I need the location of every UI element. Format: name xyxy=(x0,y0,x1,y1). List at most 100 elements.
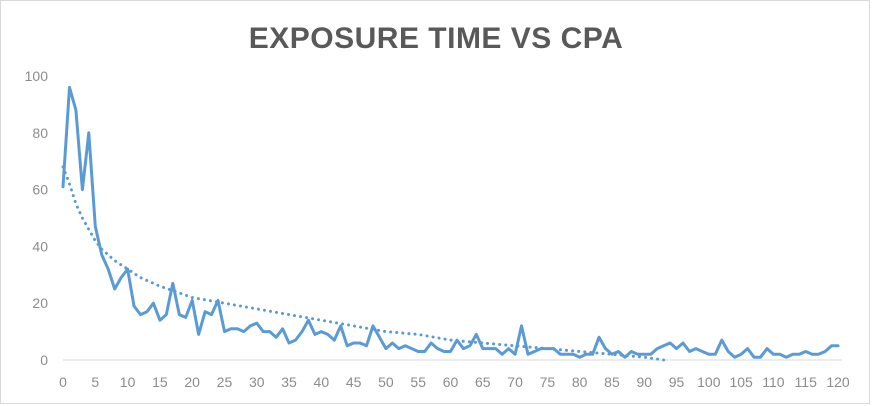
data-point xyxy=(585,353,587,355)
data-point xyxy=(805,350,807,352)
y-tick-label-20: 20 xyxy=(32,295,48,311)
data-point xyxy=(288,342,290,344)
data-point xyxy=(159,319,161,321)
data-point xyxy=(533,350,535,352)
data-point xyxy=(734,356,736,358)
data-point xyxy=(385,347,387,349)
data-point xyxy=(256,322,258,324)
data-point xyxy=(133,305,135,307)
x-tick-label-95: 95 xyxy=(669,374,685,390)
data-point xyxy=(417,350,419,352)
data-point xyxy=(236,328,238,330)
data-point xyxy=(88,132,90,134)
x-tick-label-120: 120 xyxy=(826,374,850,390)
data-point xyxy=(62,186,64,188)
data-point xyxy=(837,345,839,347)
data-point xyxy=(695,347,697,349)
trendline xyxy=(61,165,666,362)
data-point xyxy=(662,345,664,347)
data-point xyxy=(792,353,794,355)
data-point xyxy=(604,347,606,349)
data-point xyxy=(714,353,716,355)
data-point xyxy=(307,319,309,321)
x-tick-label-10: 10 xyxy=(120,374,136,390)
data-point xyxy=(559,353,561,355)
data-point xyxy=(495,347,497,349)
data-point xyxy=(514,353,516,355)
data-point xyxy=(598,336,600,338)
data-point xyxy=(798,353,800,355)
data-point xyxy=(436,347,438,349)
x-tick-label-35: 35 xyxy=(281,374,297,390)
data-point xyxy=(197,333,199,335)
data-point xyxy=(320,330,322,332)
data-point xyxy=(152,302,154,304)
data-point xyxy=(365,345,367,347)
data-point xyxy=(746,347,748,349)
y-tick-label-0: 0 xyxy=(40,352,48,368)
data-point xyxy=(411,347,413,349)
data-point xyxy=(721,339,723,341)
data-point xyxy=(81,188,83,190)
data-point xyxy=(398,347,400,349)
data-point xyxy=(688,350,690,352)
data-point xyxy=(172,282,174,284)
data-point xyxy=(824,350,826,352)
data-point xyxy=(443,350,445,352)
data-point xyxy=(449,350,451,352)
x-tick-label-45: 45 xyxy=(346,374,362,390)
data-point xyxy=(766,347,768,349)
x-tick-label-15: 15 xyxy=(152,374,168,390)
data-point xyxy=(223,330,225,332)
data-point xyxy=(553,347,555,349)
data-point xyxy=(126,268,128,270)
data-point xyxy=(114,288,116,290)
data-point xyxy=(404,345,406,347)
data-point xyxy=(462,347,464,349)
series-line-0 xyxy=(61,85,840,359)
data-point xyxy=(785,356,787,358)
data-point xyxy=(301,330,303,332)
data-point xyxy=(669,342,671,344)
data-point xyxy=(333,339,335,341)
data-point xyxy=(753,356,755,358)
x-tick-label-85: 85 xyxy=(604,374,620,390)
data-point xyxy=(507,347,509,349)
data-point xyxy=(675,347,677,349)
x-tick-label-90: 90 xyxy=(636,374,652,390)
data-point xyxy=(456,339,458,341)
x-tick-label-60: 60 xyxy=(443,374,459,390)
data-point xyxy=(643,353,645,355)
x-tick-label-70: 70 xyxy=(507,374,523,390)
data-point xyxy=(811,353,813,355)
data-point xyxy=(701,350,703,352)
data-point xyxy=(482,347,484,349)
data-point xyxy=(101,254,103,256)
data-point xyxy=(624,356,626,358)
data-point xyxy=(617,350,619,352)
data-point xyxy=(249,325,251,327)
data-point xyxy=(591,353,593,355)
data-point xyxy=(579,356,581,358)
data-point xyxy=(191,299,193,301)
data-point xyxy=(772,353,774,355)
data-point xyxy=(817,353,819,355)
x-tick-label-80: 80 xyxy=(572,374,588,390)
x-tick-label-55: 55 xyxy=(410,374,426,390)
data-point xyxy=(294,339,296,341)
data-point xyxy=(540,347,542,349)
data-point xyxy=(146,311,148,313)
x-tick-label-40: 40 xyxy=(314,374,330,390)
data-point xyxy=(75,109,77,111)
data-point xyxy=(637,353,639,355)
x-tick-label-0: 0 xyxy=(59,374,67,390)
chart-title: EXPOSURE TIME VS CPA xyxy=(248,22,624,55)
y-tick-label-40: 40 xyxy=(32,238,48,254)
data-point xyxy=(269,330,271,332)
data-point xyxy=(546,347,548,349)
data-point xyxy=(682,342,684,344)
x-tick-label-50: 50 xyxy=(378,374,394,390)
x-tick-label-5: 5 xyxy=(91,374,99,390)
